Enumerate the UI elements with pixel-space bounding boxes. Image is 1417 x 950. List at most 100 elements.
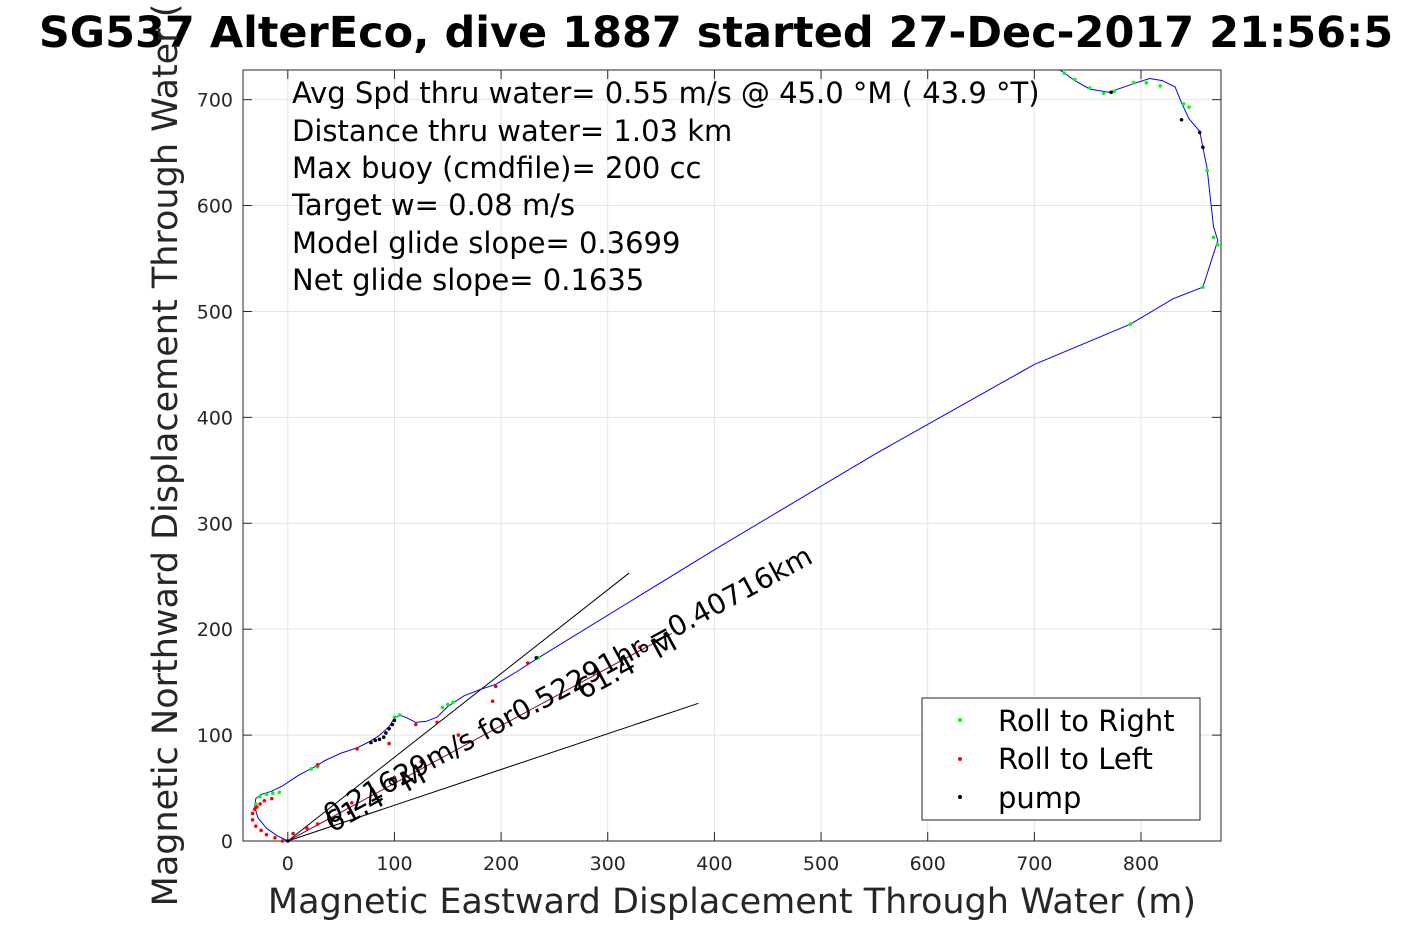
y-tick-label: 300 [197, 513, 233, 535]
roll-right-point [1216, 242, 1220, 247]
roll-left-point [305, 826, 309, 831]
y-tick-label: 200 [197, 619, 233, 641]
track-line [254, 69, 1219, 842]
legend-box [921, 697, 1201, 821]
pump-point [387, 726, 391, 731]
roll-right-point [271, 791, 275, 796]
markers [250, 71, 1220, 843]
roll-left-point [637, 645, 642, 649]
reference-lines [287, 572, 699, 842]
info-avg-speed: Avg Spd thru water= 0.55 m/s @ 45.0 °M (… [292, 76, 1040, 110]
y-tick-label: 600 [197, 196, 233, 218]
roll-left-point [664, 632, 669, 637]
roll-right-point [1101, 91, 1106, 96]
roll-left-point [413, 722, 418, 727]
roll-right-point [397, 713, 402, 717]
pump-point [373, 738, 378, 743]
info-distance: Distance thru water= 1.03 km [292, 114, 732, 148]
roll-left-point [269, 796, 274, 801]
roll-left-point [253, 824, 258, 828]
roll-left-point [387, 741, 391, 746]
heading-wedge-upper [287, 572, 630, 842]
roll-left-point [262, 798, 267, 803]
pump-point [381, 735, 386, 740]
roll-right-point [309, 767, 314, 771]
pump-point [384, 731, 388, 735]
heading-wedge-lower [287, 702, 699, 842]
roll-right-point [258, 794, 262, 799]
roll-left-point [456, 733, 461, 737]
roll-right-point [451, 700, 455, 705]
roll-right-point [1131, 80, 1136, 85]
y-tick-label: 0 [221, 831, 233, 853]
x-tick-label: 300 [590, 853, 626, 875]
pump-point [1201, 145, 1205, 150]
roll-left-point [264, 832, 269, 837]
info-net-glide-slope: Net glide slope= 0.1635 [292, 263, 644, 297]
y-tick-label: 400 [197, 407, 233, 429]
roll-left-point [392, 775, 397, 780]
x-tick-label: 100 [376, 853, 412, 875]
pump-point [392, 718, 397, 723]
roll-right-point [445, 702, 450, 707]
roll-left-point [250, 811, 255, 816]
roll-left-point [258, 802, 262, 806]
pump-point [1179, 117, 1184, 122]
track [254, 69, 1219, 842]
x-tick-label: 0 [282, 853, 294, 875]
x-tick-label: 700 [1016, 853, 1052, 875]
legend-marker-pump [958, 795, 962, 799]
info-model-glide-slope: Model glide slope= 0.3699 [292, 226, 680, 260]
legend-label-roll-right: Roll to Right [998, 704, 1175, 738]
roll-right-point [440, 705, 445, 710]
roll-right-point [1211, 235, 1216, 240]
roll-left-point [315, 762, 320, 767]
roll-left-point [435, 720, 439, 725]
x-tick-label: 200 [483, 853, 519, 875]
x-tick-label: 400 [696, 853, 732, 875]
roll-left-point [493, 684, 498, 689]
roll-left-point [291, 831, 295, 836]
roll-left-point [250, 818, 255, 822]
ticks: 0 100 200 300 400 500 600 700 800 0 100 200 300 400 50… [197, 70, 1221, 875]
pump-point [285, 839, 290, 843]
roll-right-point [1128, 322, 1133, 326]
legend-label-roll-left: Roll to Left [998, 742, 1153, 776]
info-max-buoy: Max buoy (cmdfile)= 200 cc [292, 151, 701, 185]
roll-right-point [1144, 80, 1149, 85]
roll-right-point [277, 790, 282, 795]
x-axis-label: Magnetic Eastward Displacement Through W… [268, 882, 1196, 922]
roll-right-point [264, 792, 269, 797]
roll-left-point [349, 801, 354, 805]
roll-right-point [1073, 77, 1077, 82]
roll-right-point [1088, 86, 1092, 90]
roll-right-point [1112, 89, 1117, 93]
legend-label-pump: pump [998, 781, 1081, 815]
roll-right-point [1181, 102, 1186, 106]
roll-left-point [255, 805, 259, 809]
roll-left-point [259, 828, 263, 833]
x-tick-label: 500 [803, 853, 839, 875]
roll-left-point [490, 699, 495, 704]
roll-right-point [253, 802, 258, 806]
pump-point [1197, 130, 1202, 135]
legend-marker-roll-left [958, 757, 962, 761]
y-tick-label: 100 [197, 725, 233, 747]
roll-right-point [1201, 285, 1205, 289]
pump-point [369, 740, 373, 745]
legend-marker-roll-right [958, 718, 962, 722]
roll-left-point [355, 747, 359, 751]
roll-left-point [525, 661, 530, 665]
pump-point [1109, 90, 1113, 95]
pump-point [377, 737, 382, 742]
roll-right-point [1158, 84, 1163, 88]
roll-right-point [1062, 71, 1067, 75]
roll-left-point [273, 836, 277, 840]
roll-left-point [419, 759, 423, 764]
y-tick-label: 500 [197, 301, 233, 323]
roll-right-point [1187, 105, 1191, 109]
x-tick-label: 800 [1123, 853, 1159, 875]
grid [243, 70, 1221, 842]
